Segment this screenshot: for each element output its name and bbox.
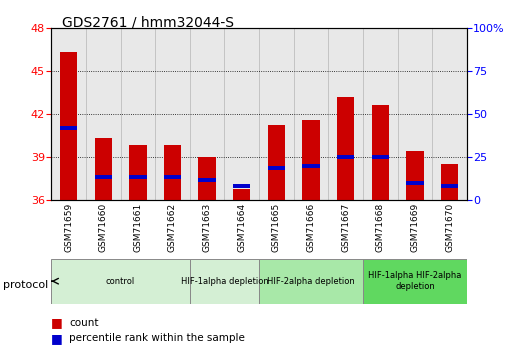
Text: GSM71668: GSM71668	[376, 203, 385, 253]
Text: GSM71667: GSM71667	[341, 203, 350, 253]
Text: GSM71662: GSM71662	[168, 203, 177, 252]
Bar	[225, 28, 259, 200]
Text: GSM71661: GSM71661	[133, 203, 143, 253]
Bar	[94, 138, 112, 200]
Text: GSM71663: GSM71663	[203, 203, 212, 253]
Text: HIF-1alpha HIF-2alpha
depletion: HIF-1alpha HIF-2alpha depletion	[368, 272, 462, 291]
Bar	[363, 28, 398, 200]
Text: count: count	[69, 318, 99, 327]
Bar	[155, 28, 190, 200]
Bar	[293, 28, 328, 200]
Text: control: control	[106, 277, 135, 286]
Bar	[199, 157, 216, 200]
Bar	[363, 259, 467, 304]
Bar	[121, 28, 155, 200]
Bar	[268, 125, 285, 200]
Text: HIF-1alpha depletion: HIF-1alpha depletion	[181, 277, 268, 286]
Bar	[337, 97, 354, 200]
Text: GDS2761 / hmm32044-S: GDS2761 / hmm32044-S	[62, 16, 233, 30]
Bar	[129, 175, 147, 179]
Bar	[51, 28, 86, 200]
Bar	[259, 259, 363, 304]
Text: GSM71659: GSM71659	[64, 203, 73, 253]
Bar	[164, 146, 181, 200]
Text: ■: ■	[51, 332, 63, 345]
Bar	[164, 175, 181, 179]
Bar	[129, 146, 147, 200]
Bar	[371, 105, 389, 200]
Bar	[398, 28, 432, 200]
Bar	[406, 151, 424, 200]
Bar	[259, 28, 293, 200]
Bar	[199, 178, 216, 182]
Text: HIF-2alpha depletion: HIF-2alpha depletion	[267, 277, 355, 286]
Text: GSM71660: GSM71660	[98, 203, 108, 253]
Bar	[268, 167, 285, 170]
Text: GSM71666: GSM71666	[306, 203, 315, 253]
Bar	[441, 184, 458, 188]
Bar	[51, 259, 190, 304]
Bar	[337, 155, 354, 159]
Bar	[233, 184, 250, 188]
Bar	[302, 120, 320, 200]
Bar	[328, 28, 363, 200]
Bar	[441, 164, 458, 200]
Text: ■: ■	[51, 316, 63, 329]
Bar	[190, 28, 225, 200]
Bar	[60, 52, 77, 200]
Text: GSM71664: GSM71664	[237, 203, 246, 252]
Bar	[406, 181, 424, 185]
Bar	[432, 28, 467, 200]
Bar	[302, 164, 320, 168]
Text: protocol: protocol	[3, 280, 48, 289]
Text: GSM71665: GSM71665	[272, 203, 281, 253]
Bar	[371, 155, 389, 159]
Bar	[94, 175, 112, 179]
Bar	[86, 28, 121, 200]
Bar	[233, 189, 250, 200]
Text: GSM71670: GSM71670	[445, 203, 454, 253]
Bar	[60, 126, 77, 130]
Text: GSM71669: GSM71669	[410, 203, 420, 253]
Text: percentile rank within the sample: percentile rank within the sample	[69, 333, 245, 343]
Bar	[190, 259, 259, 304]
